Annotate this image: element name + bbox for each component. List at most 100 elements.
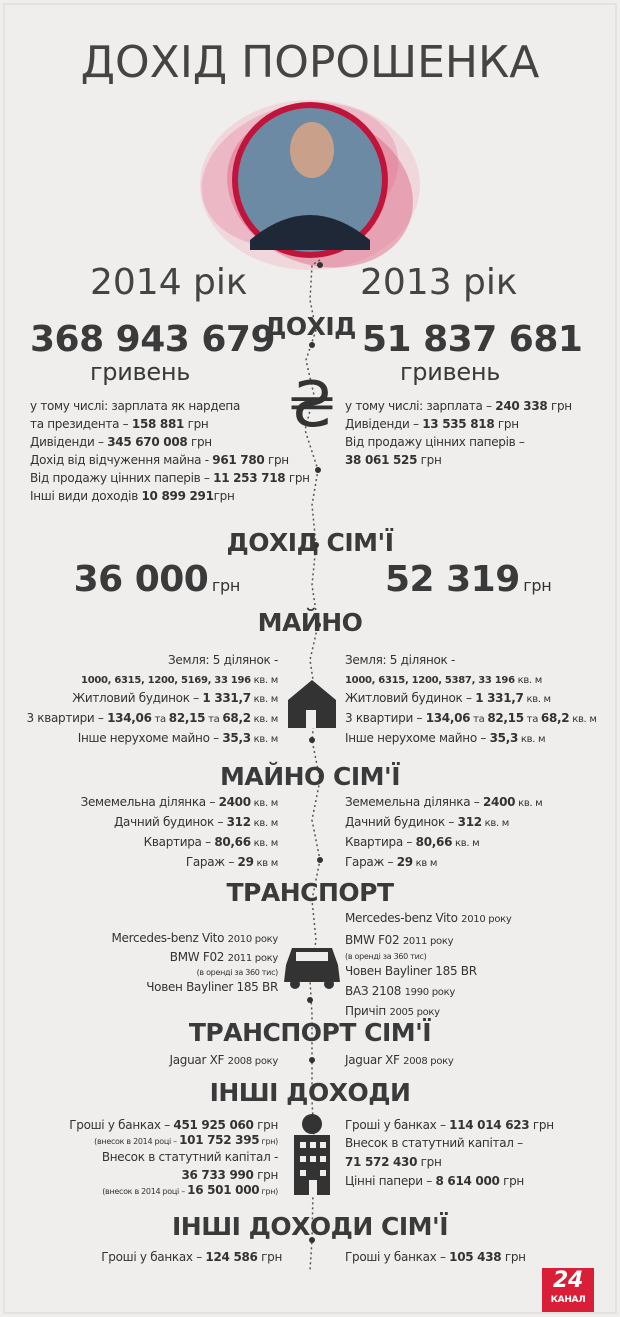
section-heading: МАЙНО: [257, 608, 363, 637]
figure: 1 331,7: [202, 691, 251, 705]
figure: 80,66: [415, 835, 453, 849]
note: та: [470, 714, 488, 725]
note: кв м: [253, 858, 279, 869]
detail-line: Квартира – 80,66 кв. м: [144, 834, 279, 852]
detail-line: Гроші у банках – 114 014 623 грн: [345, 1117, 554, 1133]
text: Земля: 5 ділянок -: [345, 653, 456, 667]
note: кв м: [412, 858, 438, 869]
note: кв. м: [569, 714, 597, 725]
figure: 312: [226, 815, 251, 829]
detail-line: Від продажу цінних паперів – 11 253 718 …: [30, 470, 310, 486]
note: кв. м: [250, 798, 279, 809]
text: Інше нерухоме майно –: [345, 731, 490, 745]
figure: 29: [396, 855, 413, 869]
text: Гроші у банках –: [345, 1118, 450, 1132]
figure: 35,3: [222, 731, 251, 745]
text: Квартира –: [345, 835, 416, 849]
text: грн: [253, 1168, 278, 1182]
detail-line: BMW F02 2011 року: [345, 932, 454, 950]
text: Jaguar XF: [169, 1053, 228, 1067]
figure: 71 572 430: [345, 1155, 418, 1169]
text: грн: [499, 1174, 524, 1188]
note: кв. м: [523, 694, 551, 705]
figure: 1 331,7: [475, 691, 524, 705]
text: грн: [501, 1250, 526, 1264]
text: Земемельна ділянка –: [80, 795, 219, 809]
text: грн: [417, 1155, 442, 1169]
text: Цінні папери –: [345, 1174, 436, 1188]
note: 1000, 6315, 1200, 5169, 33 196: [81, 675, 251, 686]
amount-unit: грн: [211, 576, 240, 595]
text: ВАЗ 2108: [345, 984, 405, 998]
detail-line: Земемельна ділянка – 2400 кв. м: [345, 794, 543, 812]
detail-line: у тому числі: зарплата як нардепа: [30, 398, 240, 414]
text: грн: [547, 399, 572, 413]
text: грн: [184, 417, 209, 431]
figure: 101 752 395: [179, 1133, 260, 1147]
note: 2008 року: [227, 1056, 279, 1067]
detail-line: Дачний будинок – 312 кв. м: [345, 814, 509, 832]
detail-line: (внесок в 2014 році – 16 501 000 грн): [102, 1182, 278, 1200]
detail-line: Внесок в статутний капітал –: [345, 1135, 523, 1151]
text: та президента –: [30, 417, 132, 431]
figure: 105 438: [449, 1250, 502, 1264]
detail-line: Причіп 2005 року: [345, 1003, 440, 1021]
note: грн): [259, 1187, 279, 1196]
text: Дивіденди –: [30, 435, 108, 449]
detail-line: Mercedes-benz Vito 2010 року: [345, 910, 512, 928]
note: 2011 року: [227, 953, 279, 964]
note: кв. м: [250, 818, 279, 829]
note: кв. м: [452, 838, 480, 849]
text: у тому числі: зарплата –: [345, 399, 496, 413]
figure: 36 733 990: [181, 1168, 254, 1182]
note: та: [523, 714, 541, 725]
note: кв. м: [250, 734, 279, 745]
figure: 8 614 000: [435, 1174, 500, 1188]
note: та: [151, 714, 169, 725]
figure: 10 899 291: [141, 489, 214, 503]
detail-line: Земемельна ділянка – 2400 кв. м: [80, 794, 279, 812]
text: грн: [257, 1250, 282, 1264]
building-icon: [294, 1114, 330, 1195]
detail-line: 36 733 990 грн: [181, 1167, 278, 1183]
detail-line: (внесок в 2014 році – 101 752 395 грн): [94, 1132, 278, 1150]
figure: 114 014 623: [449, 1118, 530, 1132]
detail-line: Квартира – 80,66 кв. м: [345, 834, 480, 852]
note: кв. м: [518, 734, 546, 745]
detail-line: Човен Bayliner 185 BR: [345, 963, 477, 979]
detail-line: Jaguar XF 2008 року: [169, 1052, 278, 1070]
detail-line: (в оренді за 360 тис): [196, 963, 279, 981]
amount-row: 52 319 грн: [385, 558, 552, 609]
text: грн: [253, 1118, 278, 1132]
detail-line: Mercedes-benz Vito 2010 року: [112, 930, 279, 948]
note: грн): [259, 1137, 279, 1146]
note: 2008 року: [403, 1056, 454, 1067]
note: (в оренді за 360 тис): [196, 968, 279, 977]
figure: 158 881: [131, 417, 185, 431]
amount-row: 36 000 грн: [74, 558, 241, 609]
text: Човен Bayliner 185 BR: [146, 980, 278, 994]
note: (внесок в 2014 році –: [94, 1137, 180, 1146]
text: Внесок в статутний капітал –: [345, 1136, 523, 1150]
text: Jaguar XF: [345, 1053, 404, 1067]
figure: 68,2: [222, 711, 251, 725]
amount: 52 319: [385, 559, 520, 600]
detail-line: Земля: 5 ділянок -: [168, 652, 278, 668]
figure: 13 535 818: [422, 417, 495, 431]
text: у тому числі: зарплата як нардепа: [30, 399, 241, 413]
text: Від продажу цінних паперів –: [30, 471, 214, 485]
figure: 82,15: [487, 711, 524, 725]
text: Внесок в статутний капітал -: [101, 1150, 278, 1164]
photo: [238, 108, 382, 252]
amount-unit: гривень: [90, 358, 191, 386]
text: Інші види доходів: [30, 489, 142, 503]
note: кв. м: [481, 818, 510, 829]
detail-line: Дивіденди – 13 535 818 грн: [345, 416, 519, 432]
figure: 2400: [218, 795, 252, 809]
note: кв. м: [250, 714, 279, 725]
text: грн: [213, 489, 235, 503]
currency-icon: ₴: [288, 368, 336, 441]
logo-box: [542, 1268, 594, 1312]
figure: 451 925 060: [173, 1118, 254, 1132]
